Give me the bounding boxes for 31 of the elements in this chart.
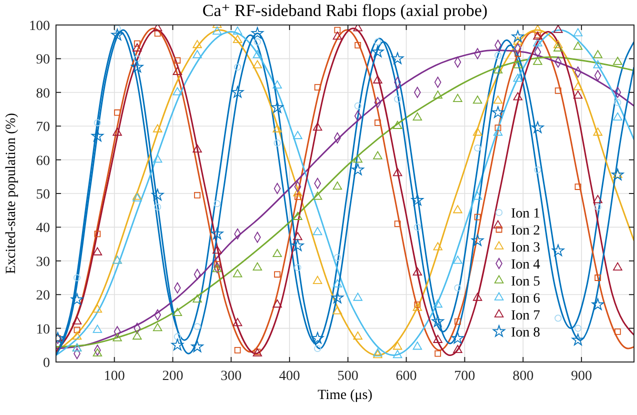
y-tick-label: 90 [36,52,50,68]
y-tick-label: 100 [29,19,50,34]
x-tick-label: 400 [279,369,300,384]
y-tick-label: 40 [36,221,50,236]
legend-label: Ion 4 [511,258,540,272]
x-tick-label: 600 [396,369,417,384]
legend-label: Ion 1 [511,206,540,222]
y-axis-title: Excited-state population (%) [4,112,19,274]
x-tick-label: 200 [162,369,184,384]
y-tick-label: 50 [36,188,50,202]
y-tick-label: 20 [36,288,50,304]
y-tick-label: 0 [43,356,50,371]
y-tick-label: 30 [36,254,50,270]
legend-label: Ion 3 [511,240,540,256]
y-tick-label: 70 [36,120,50,136]
x-axis-title: Time (μs) [318,388,373,403]
legend-label: Ion 5 [511,274,540,290]
x-tick-label: 100 [104,369,125,384]
legend-label: Ion 2 [511,224,540,238]
legend-label: Ion 6 [511,292,540,306]
x-tick-label: 800 [512,369,534,384]
x-tick-label: 500 [337,369,358,384]
y-tick-label: 60 [36,154,50,169]
x-tick-label: 900 [570,369,592,384]
chart-title: Ca⁺ RF-sideband Rabi flops (axial probe) [202,1,488,20]
y-tick-label: 10 [36,322,50,338]
legend-label: Ion 7 [511,308,540,324]
x-tick-label: 700 [454,369,476,384]
y-tick-label: 80 [36,86,50,102]
x-tick-label: 300 [220,369,242,384]
legend-label: Ion 8 [511,326,540,340]
